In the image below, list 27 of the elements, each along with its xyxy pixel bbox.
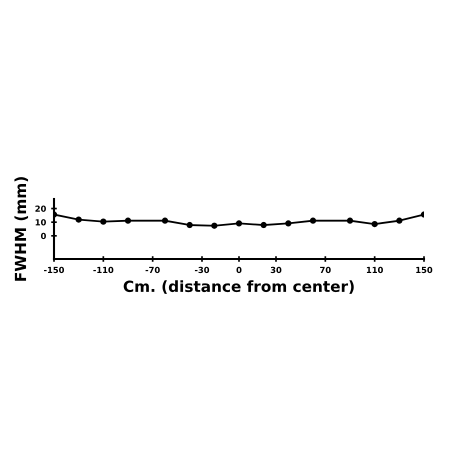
point: [396, 218, 402, 224]
x-tick-label: 110: [366, 266, 383, 274]
point: [236, 220, 242, 227]
y-axis-title: FWHM (mm): [14, 177, 28, 281]
x-axis-title: Cm. (distance from center): [124, 280, 354, 294]
point: [310, 218, 316, 224]
point: [124, 218, 132, 224]
x-tick-label: -30: [194, 266, 210, 274]
x-tick-label: 30: [270, 266, 282, 274]
point: [211, 222, 218, 229]
point: [162, 218, 168, 224]
x-tick-label: -110: [93, 266, 114, 274]
point: [260, 222, 267, 228]
x-tick-label: 0: [236, 266, 242, 274]
point: [372, 220, 378, 228]
point: [100, 218, 106, 225]
point: [285, 220, 292, 227]
y-tick-label: 10: [36, 219, 46, 226]
point: [346, 218, 354, 224]
point: [76, 216, 82, 223]
x-tick-label: -150: [44, 266, 64, 274]
y-tick-label: 0: [40, 232, 46, 240]
point: [186, 222, 193, 228]
y-tick-label: 20: [35, 206, 46, 212]
x-tick-label: 70: [320, 266, 331, 274]
x-tick-label: -70: [146, 266, 160, 274]
x-tick-label: 150: [416, 266, 432, 274]
